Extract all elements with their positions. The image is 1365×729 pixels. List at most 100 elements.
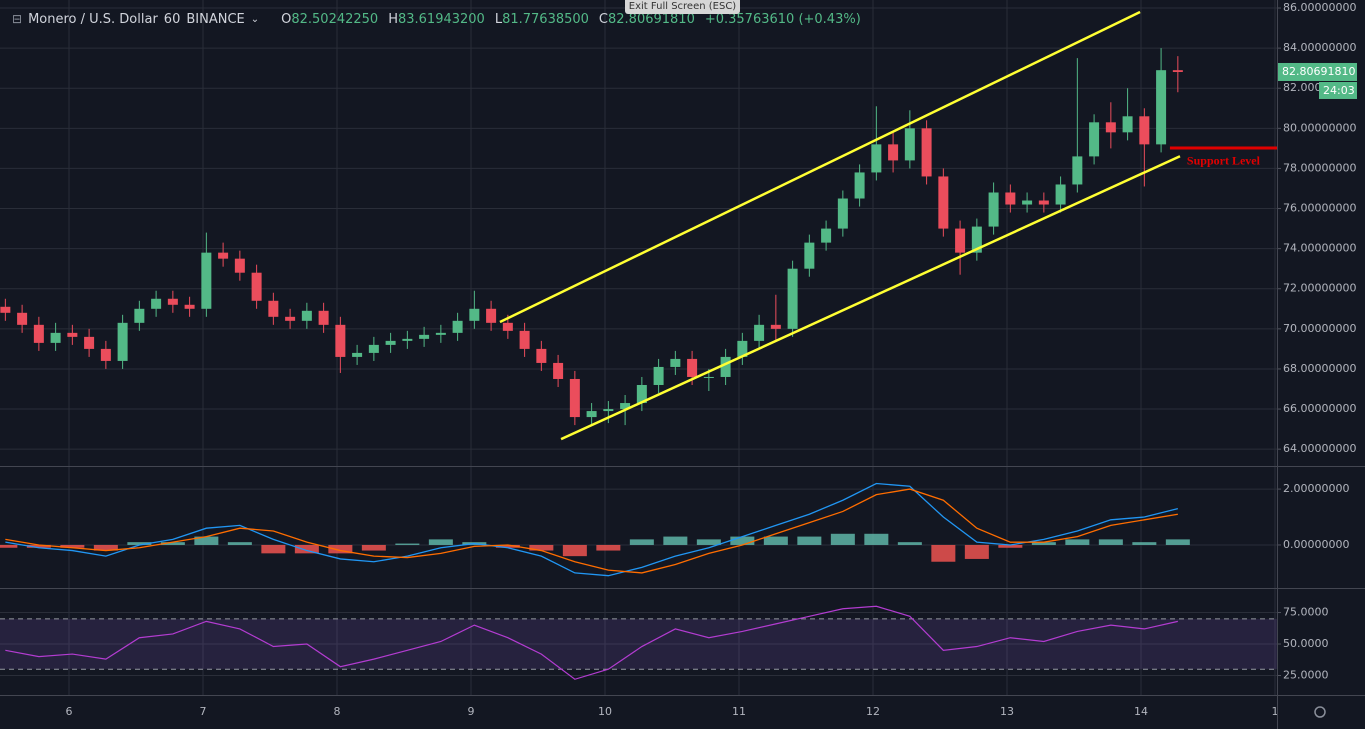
candle-body — [1005, 192, 1016, 205]
macd-histogram-bar — [395, 543, 420, 545]
ohlc-key: L — [494, 11, 503, 27]
candle-body — [904, 128, 915, 161]
candle-body — [251, 272, 262, 301]
macd-histogram-bar — [1065, 539, 1090, 545]
macd-histogram-bar — [428, 539, 453, 545]
x-tick-label: 8 — [334, 705, 341, 718]
candle-body — [486, 308, 497, 323]
x-tick-label: 7 — [200, 705, 207, 718]
candle-body — [100, 348, 111, 361]
candle-body — [452, 320, 463, 333]
exchange[interactable]: BINANCE — [186, 11, 245, 27]
x-tick-label: 11 — [732, 705, 746, 718]
candle-body — [50, 332, 61, 343]
y-tick-label: 86.00000000 — [1283, 1, 1356, 14]
candle-body — [385, 340, 396, 345]
macd-histogram-bar — [562, 544, 587, 557]
macd-histogram-bar — [629, 539, 654, 545]
macd-histogram-bar — [763, 536, 788, 545]
dropdown-arrow[interactable]: ⌄ — [250, 13, 260, 25]
macd-histogram-bar — [361, 544, 386, 551]
x-tick-label: 6 — [66, 705, 73, 718]
candle-body — [1156, 70, 1167, 145]
y-tick-label: 72.00000000 — [1283, 282, 1356, 295]
candle-body — [84, 336, 95, 349]
candle-body — [603, 409, 614, 412]
y-tick-label: 76.00000000 — [1283, 202, 1356, 215]
macd-histogram-bar — [1098, 539, 1123, 545]
collapse-icon[interactable]: ⊟ — [12, 12, 23, 26]
candle-body — [737, 340, 748, 357]
candle-body — [636, 384, 647, 404]
candle-body — [0, 306, 11, 313]
macd-histogram-bar — [93, 544, 118, 551]
candle-body — [117, 322, 128, 361]
channel-line — [499, 10, 1141, 324]
x-tick-label: 14 — [1134, 705, 1148, 718]
candle-body — [586, 411, 597, 418]
ohlc-value: 82.50242250 — [291, 11, 379, 27]
candle-body — [1139, 116, 1150, 145]
x-tick-label: 1 — [1271, 705, 1278, 718]
candle-body — [821, 228, 832, 243]
macd-histogram-bar — [797, 536, 822, 545]
candle-body — [536, 348, 547, 363]
y-tick-label: 66.00000000 — [1283, 402, 1356, 415]
macd-histogram-bar — [261, 544, 286, 554]
macd-histogram-bar — [730, 536, 755, 545]
candle-body — [888, 144, 899, 161]
countdown-tag — [1319, 81, 1357, 99]
candle-body — [184, 304, 195, 309]
candle-body — [301, 310, 312, 321]
candle-body — [854, 172, 865, 199]
rsi-line — [5, 605, 1178, 680]
symbol-title[interactable]: Monero / U.S. Dollar — [28, 11, 158, 27]
candle-body — [134, 308, 145, 323]
candle-body — [519, 330, 530, 349]
macd-histogram-bar — [696, 539, 721, 545]
y-tick-label: 25.0000 — [1283, 668, 1329, 681]
y-tick-label: 50.0000 — [1283, 637, 1329, 650]
macd-histogram-bar — [328, 544, 353, 554]
macd-histogram-bar — [529, 544, 554, 551]
candle-body — [435, 332, 446, 335]
candle-body — [921, 128, 932, 177]
support-label: Support Level — [1187, 154, 1261, 168]
candle-body — [988, 192, 999, 227]
macd-line — [5, 482, 1178, 577]
settings-icon[interactable] — [1314, 706, 1326, 718]
candle-body — [352, 352, 363, 357]
x-tick-label: 10 — [598, 705, 612, 718]
exit-fullscreen-button[interactable]: Exit Full Screen (ESC) — [625, 0, 740, 14]
candle-body — [670, 358, 681, 367]
candle-body — [368, 344, 379, 353]
y-tick-label: 0.00000000 — [1283, 538, 1349, 551]
candle-body — [1072, 156, 1083, 185]
candle-body — [1105, 122, 1116, 133]
candle-body — [167, 298, 178, 305]
price-change: +0.35763610 (+0.43%) — [704, 11, 861, 27]
macd-histogram-bar — [294, 544, 319, 554]
candle-body — [653, 366, 664, 385]
candle-body — [33, 324, 44, 343]
channel-line — [560, 155, 1181, 441]
macd-histogram-bar — [830, 533, 855, 545]
macd-histogram-bar — [998, 544, 1023, 548]
candle-body — [787, 268, 798, 329]
candle-body — [703, 376, 714, 378]
y-tick-label: 64.00000000 — [1283, 442, 1356, 455]
macd-histogram-bar — [227, 542, 252, 545]
candle-body — [1022, 200, 1033, 205]
y-tick-label: 70.00000000 — [1283, 322, 1356, 335]
candle-body — [569, 378, 580, 418]
rsi-band — [0, 618, 1277, 670]
countdown-label: 24:03 — [1323, 84, 1355, 97]
candle-body — [754, 324, 765, 341]
candle-body — [938, 176, 949, 229]
y-tick-label: 78.00000000 — [1283, 161, 1356, 174]
symbol-header: ⊟ Monero / U.S. Dollar 60 BINANCE ⌄ O 82.… — [12, 9, 871, 29]
interval[interactable]: 60 — [163, 11, 181, 27]
